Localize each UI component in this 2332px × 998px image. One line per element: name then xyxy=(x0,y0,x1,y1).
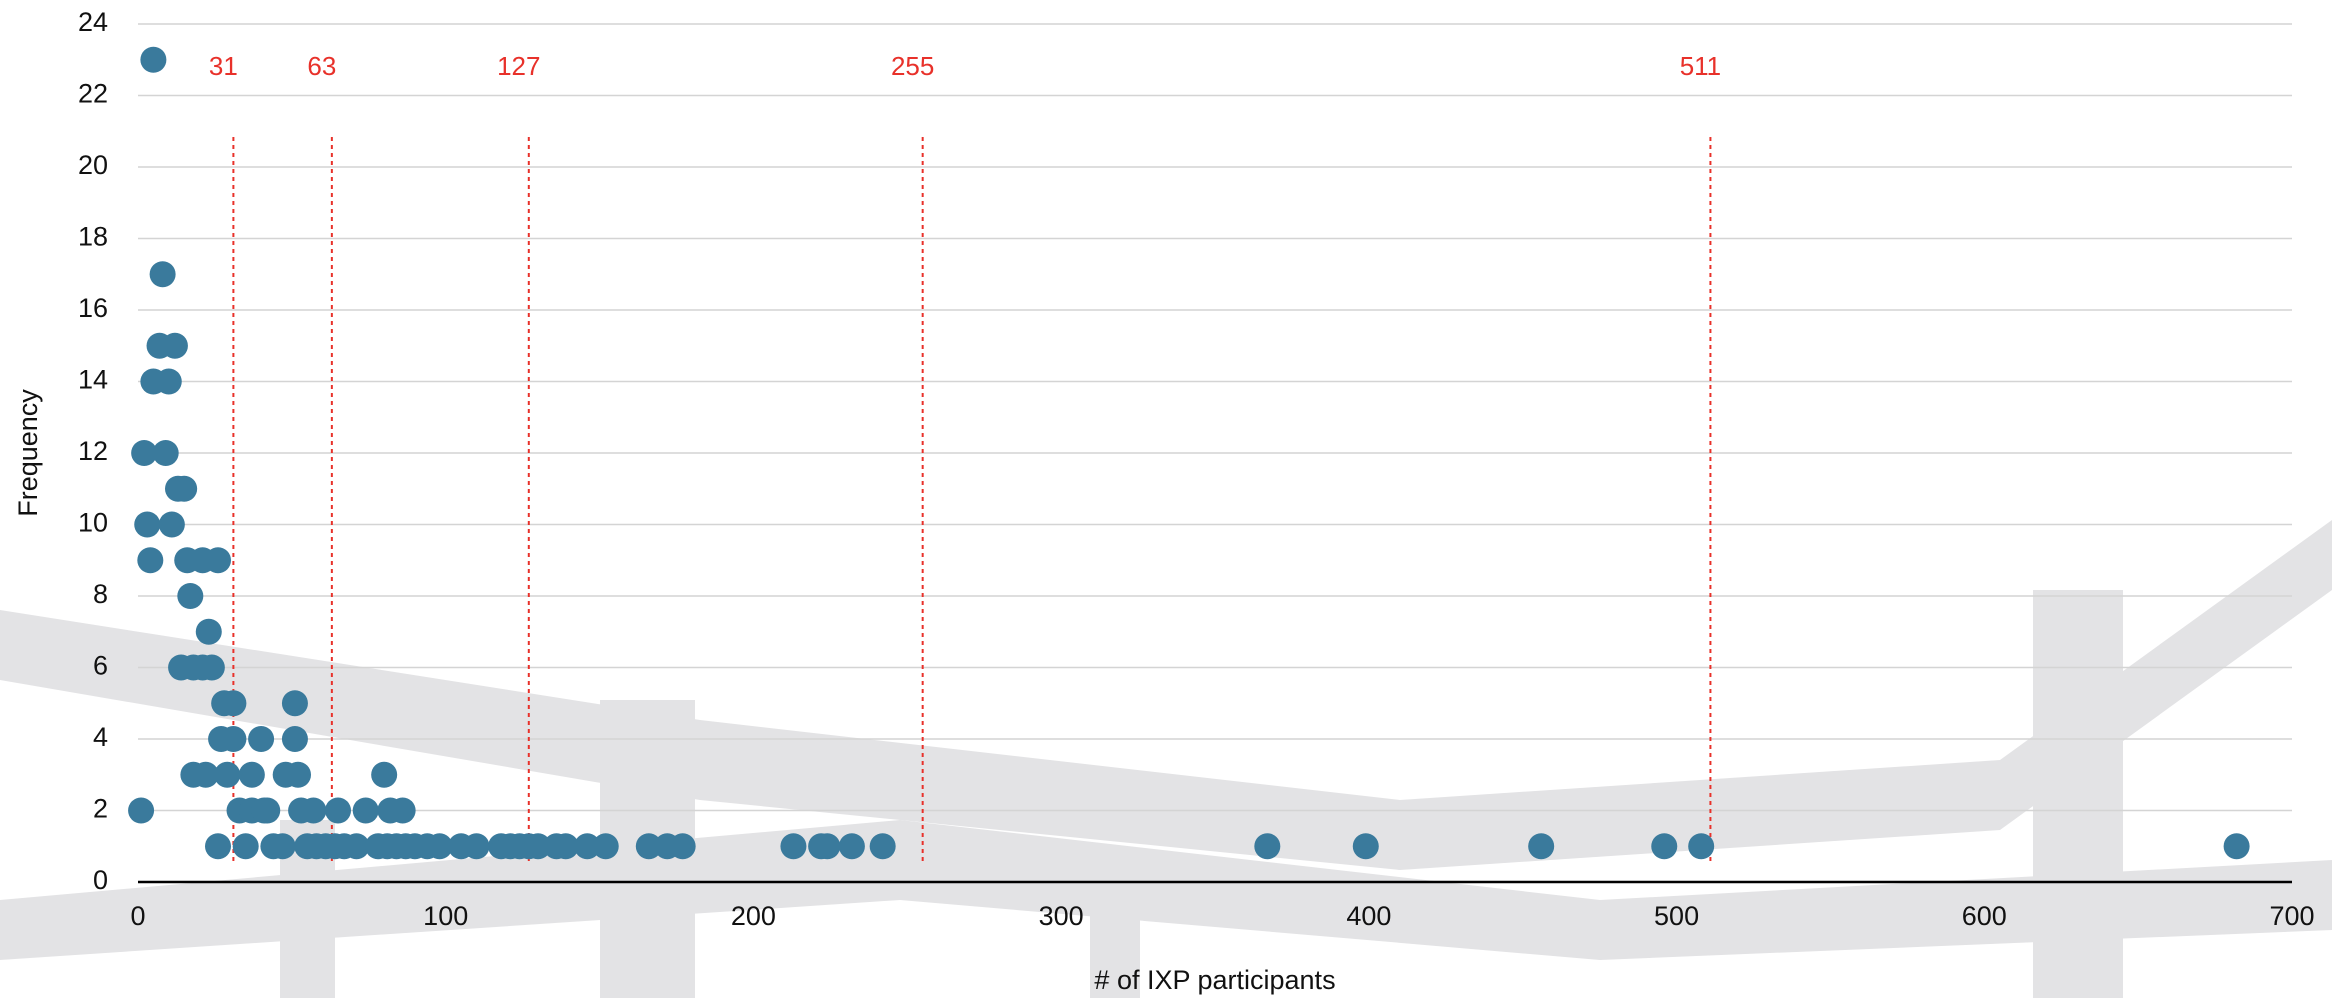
data-point xyxy=(171,476,197,502)
data-point xyxy=(199,655,225,681)
data-point xyxy=(177,583,203,609)
data-point xyxy=(270,833,296,859)
data-point xyxy=(1688,833,1714,859)
data-point xyxy=(353,798,379,824)
data-point xyxy=(325,798,351,824)
x-tick-label: 500 xyxy=(1654,901,1699,931)
data-point xyxy=(254,798,280,824)
data-point xyxy=(220,726,246,752)
data-point xyxy=(153,440,179,466)
data-point xyxy=(162,333,188,359)
data-point xyxy=(233,833,259,859)
y-tick-label: 20 xyxy=(78,150,108,180)
data-point xyxy=(150,261,176,287)
data-point xyxy=(300,798,326,824)
x-tick-label: 600 xyxy=(1962,901,2007,931)
data-point xyxy=(670,833,696,859)
reference-label: 127 xyxy=(497,51,540,81)
data-point xyxy=(156,369,182,395)
data-point xyxy=(282,726,308,752)
data-point xyxy=(285,762,311,788)
data-point xyxy=(214,762,240,788)
data-point xyxy=(248,726,274,752)
reference-label: 63 xyxy=(307,51,336,81)
y-tick-label: 4 xyxy=(93,722,108,752)
y-tick-label: 6 xyxy=(93,651,108,681)
data-point xyxy=(371,762,397,788)
x-tick-label: 0 xyxy=(130,901,145,931)
data-point xyxy=(870,833,896,859)
x-tick-label: 300 xyxy=(1039,901,1084,931)
data-point xyxy=(780,833,806,859)
data-point xyxy=(1528,833,1554,859)
data-point xyxy=(1254,833,1280,859)
data-point xyxy=(220,690,246,716)
y-tick-label: 12 xyxy=(78,436,108,466)
chart: Frequency # of IXP participants 02468101… xyxy=(0,0,2332,998)
data-point xyxy=(390,798,416,824)
reference-label: 255 xyxy=(891,51,934,81)
x-tick-label: 100 xyxy=(423,901,468,931)
y-tick-label: 14 xyxy=(78,365,108,395)
page: Frequency # of IXP participants 02468101… xyxy=(0,0,2332,998)
data-point xyxy=(140,47,166,73)
data-point xyxy=(205,547,231,573)
data-point xyxy=(1353,833,1379,859)
x-axis-label: # of IXP participants xyxy=(1094,965,1335,995)
data-point xyxy=(137,547,163,573)
data-point xyxy=(1651,833,1677,859)
x-tick-label: 700 xyxy=(2269,901,2314,931)
y-tick-label: 24 xyxy=(78,7,108,37)
data-point xyxy=(134,512,160,538)
x-tick-label: 400 xyxy=(1346,901,1391,931)
data-point xyxy=(2224,833,2250,859)
y-tick-label: 10 xyxy=(78,508,108,538)
data-point xyxy=(128,798,154,824)
y-tick-label: 8 xyxy=(93,579,108,609)
data-point xyxy=(593,833,619,859)
x-tick-label: 200 xyxy=(731,901,776,931)
data-point xyxy=(159,512,185,538)
y-tick-label: 16 xyxy=(78,293,108,323)
data-point xyxy=(839,833,865,859)
y-tick-label: 0 xyxy=(93,865,108,895)
y-axis-label: Frequency xyxy=(13,389,43,517)
data-point xyxy=(282,690,308,716)
data-point xyxy=(205,833,231,859)
reference-label: 511 xyxy=(1680,51,1721,81)
data-point xyxy=(196,619,222,645)
y-tick-label: 22 xyxy=(78,79,108,109)
y-tick-label: 18 xyxy=(78,222,108,252)
data-point xyxy=(239,762,265,788)
data-point xyxy=(814,833,840,859)
y-tick-label: 2 xyxy=(93,794,108,824)
data-point xyxy=(463,833,489,859)
reference-label: 31 xyxy=(209,51,238,81)
